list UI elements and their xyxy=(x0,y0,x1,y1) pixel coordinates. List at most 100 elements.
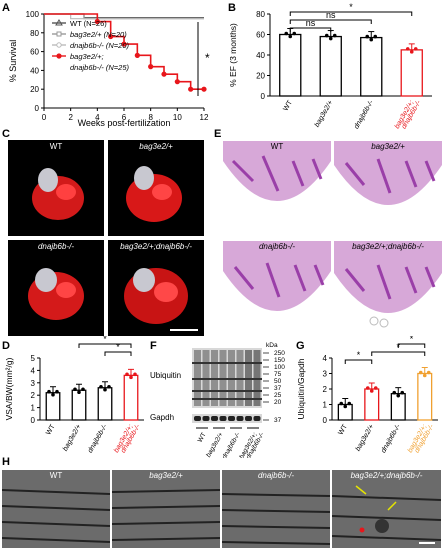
legend-marker xyxy=(56,53,62,59)
data-point xyxy=(288,34,293,39)
em-image-bag3: bag3e2/+ xyxy=(112,470,220,548)
data-point xyxy=(365,386,370,390)
data-point xyxy=(422,373,427,378)
y-tick-label: 0 xyxy=(31,416,36,425)
data-point xyxy=(81,387,85,392)
kda-marker: 100 xyxy=(274,364,285,371)
data-point xyxy=(47,389,51,394)
survival-point xyxy=(188,86,194,92)
significance-bracket xyxy=(289,11,413,16)
data-point xyxy=(133,372,137,377)
bar xyxy=(123,374,139,421)
x-tick-label: 10 xyxy=(173,113,182,122)
data-point xyxy=(396,393,401,398)
kda-marker: 75 xyxy=(274,371,282,378)
significance-bracket xyxy=(397,343,426,348)
data-point xyxy=(373,386,378,390)
gapdh-band xyxy=(219,416,227,421)
y-tick-label: 4 xyxy=(323,354,328,363)
em-title: WT xyxy=(49,471,63,480)
x-tick-label: WT xyxy=(45,423,57,437)
x-tick-label: dnajb6b-/- xyxy=(87,423,109,454)
heart-photo-title: dnajb6b-/- xyxy=(37,242,75,251)
ubiquitin-bar-chart: 0 1 2 3 4 Ubiquitin/Gapdh WT bag3e2/+ dnajb6b-/-… xyxy=(296,336,438,454)
panel-label-d: D xyxy=(2,340,10,352)
histology-wt: WT xyxy=(222,140,332,238)
data-point xyxy=(373,34,378,39)
histology-title: dnajb6b-/- xyxy=(258,242,296,251)
survival-line-3 xyxy=(44,13,204,90)
significance-bracket xyxy=(371,351,426,356)
bar xyxy=(390,393,406,421)
survival-chart: 0 20 40 60 80 100 0 2 4 6 8 10 12 Weeks post-fertiliz… xyxy=(8,10,210,128)
legend-entry: dnajb6b-/- (N=25) xyxy=(70,63,129,72)
significance-label: * xyxy=(349,2,353,12)
panel-label-f: F xyxy=(150,340,157,352)
heart-photo-wt: WT xyxy=(8,140,104,236)
kda-marker: 37 xyxy=(274,417,282,424)
bar xyxy=(364,388,380,421)
data-point xyxy=(418,370,423,375)
y-tick-label: 1 xyxy=(31,404,36,413)
scale-bar xyxy=(170,329,198,331)
survival-point xyxy=(161,71,167,77)
em-image-dnajb6b: dnajb6b-/- xyxy=(222,470,330,548)
x-tick-label: 6 xyxy=(122,113,127,122)
data-point xyxy=(339,401,344,406)
gapdh-band xyxy=(245,416,252,421)
survival-point xyxy=(108,33,114,40)
significance-bracket xyxy=(344,359,373,364)
y-tick-label: 3 xyxy=(323,370,328,379)
data-point xyxy=(343,404,348,409)
data-point xyxy=(129,375,133,380)
legend-marker xyxy=(56,31,62,37)
panel-label-e: E xyxy=(214,128,222,140)
heart-photo-dnajb6b: dnajb6b-/- xyxy=(8,240,104,336)
legend-marker xyxy=(56,42,62,48)
histology-title: bag3e2/+;dnajb6b-/- xyxy=(352,242,424,251)
data-point xyxy=(55,389,59,394)
legend-entry: WT (N=26) xyxy=(70,19,107,28)
data-point xyxy=(324,33,329,38)
histology-dnajb6b: dnajb6b-/- xyxy=(222,240,332,338)
y-tick-label: 3 xyxy=(31,379,36,388)
x-tick-label: WT xyxy=(337,423,349,437)
ubiquitin-label: Ubiquitin xyxy=(150,371,181,380)
gapdh-band xyxy=(253,416,261,421)
x-tick-label: 0 xyxy=(42,113,47,122)
x-tick-label: 4 xyxy=(95,113,100,122)
x-tick-label: 2 xyxy=(68,113,73,122)
y-tick-label: 1 xyxy=(323,401,328,410)
data-point xyxy=(347,401,352,406)
survival-point xyxy=(134,52,140,58)
y-tick-label: 60 xyxy=(30,48,39,57)
significance-label: * xyxy=(103,336,107,344)
x-tick-label: dnajb6b-/- xyxy=(353,99,375,130)
x-tick-label: bag3e2/+ xyxy=(355,424,376,453)
y-tick-label: 5 xyxy=(31,354,36,363)
em-image-wt: WT xyxy=(2,470,110,548)
survival-point xyxy=(121,41,127,47)
data-point xyxy=(125,372,129,377)
heart-photo-title: bag3e2/+ xyxy=(139,142,173,151)
bar xyxy=(97,387,113,421)
histology-title: WT xyxy=(270,142,284,151)
survival-point xyxy=(94,18,100,25)
em-title: bag3e2/+ xyxy=(149,471,183,480)
kda-marker: 50 xyxy=(274,378,282,385)
data-point xyxy=(400,390,405,395)
y-tick-label: 0 xyxy=(323,416,328,425)
bar xyxy=(279,33,302,97)
gapdh-band xyxy=(236,416,244,421)
x-tick-label: bag3e2/+ xyxy=(62,424,83,453)
histology-double: bag3e2/+;dnajb6b-/- xyxy=(333,240,443,338)
kda-label: kDa xyxy=(266,342,278,349)
y-tick-label: 100 xyxy=(26,10,40,19)
kda-marker: 20 xyxy=(274,399,282,406)
panel-label-b: B xyxy=(228,2,236,14)
data-point xyxy=(409,50,414,54)
x-tick-label: 12 xyxy=(200,113,209,122)
data-point xyxy=(405,47,410,51)
panel-label-c: C xyxy=(2,128,10,140)
